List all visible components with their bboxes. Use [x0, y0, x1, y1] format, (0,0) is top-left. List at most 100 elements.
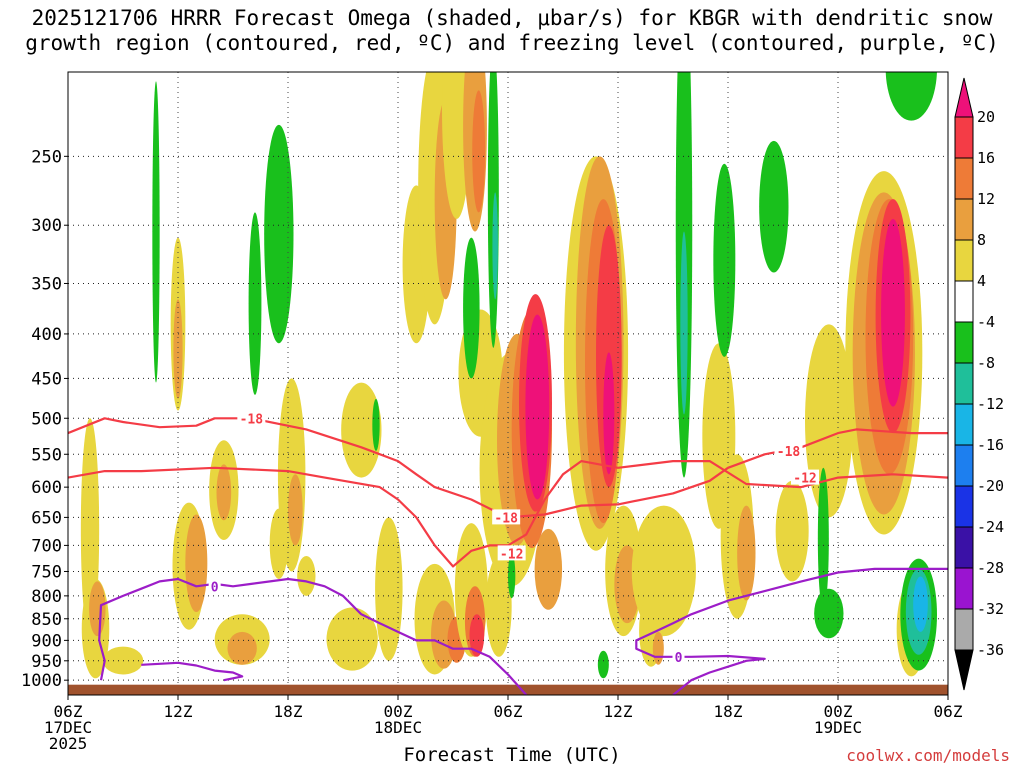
x-tick-label: 00Z [384, 702, 413, 721]
colorbar-bin [954, 362, 974, 405]
colorbar-label: -24 [977, 518, 1004, 536]
omega-cell [372, 398, 380, 451]
y-tick-label: 550 [31, 445, 62, 465]
temperature-contours: -18 -18 -18 -12 -12 0 0 [68, 410, 948, 695]
colorbar-bin [954, 280, 974, 323]
x-tick-label: 12Z [164, 702, 193, 721]
colorbar-bin [954, 526, 974, 569]
x-tick-label: 12Z [604, 702, 633, 721]
colorbar-bin [954, 485, 974, 528]
colorbar-bin [954, 116, 974, 159]
omega-cell [885, 72, 937, 121]
colorbar-label: 16 [977, 149, 995, 167]
chart-title-line2: growth region (contoured, red, ºC) and f… [25, 31, 999, 55]
colorbar-bin [954, 239, 974, 282]
contour-label-bg [237, 410, 266, 426]
omega-cell [913, 576, 928, 632]
omega-cell [472, 90, 486, 213]
y-tick-label: 600 [31, 478, 62, 498]
colorbar-bin [954, 321, 974, 364]
omega-cell [814, 588, 844, 639]
contour-label-bg [208, 578, 221, 594]
y-tick-label: 500 [31, 409, 62, 429]
x-tick-label: 06Z [494, 702, 523, 721]
omega-cell [737, 505, 756, 601]
colorbar-label: 12 [977, 190, 995, 208]
colorbar-bin [954, 198, 974, 241]
omega-cell [89, 581, 106, 637]
y-tick-label: 950 [31, 652, 62, 672]
omega-cell [759, 140, 789, 273]
omega-cell [216, 464, 232, 521]
contour-label: 0 [211, 580, 219, 595]
omega-cell [297, 556, 316, 596]
x-tick-label: 17DEC [44, 718, 92, 737]
omega-cell [326, 607, 378, 671]
contour-label: -12 [500, 547, 523, 562]
colorbar-label: -32 [977, 600, 1004, 618]
colorbar-bin [954, 567, 974, 610]
omega-cell [525, 314, 550, 500]
omega-cell [508, 553, 516, 599]
y-axis: 2503003504004505005506006507007508008509… [21, 147, 68, 691]
contour-label-bg [492, 509, 521, 525]
colorbar-label: -12 [977, 395, 1004, 413]
colorbar-bin [954, 403, 974, 446]
colorbar-label: -20 [977, 477, 1004, 495]
contour-label: -18 [494, 511, 518, 526]
omega-cell [173, 299, 183, 399]
colorbar-label: 8 [977, 231, 986, 249]
omega-cell [805, 324, 853, 518]
colorbar-label: 20 [977, 108, 995, 126]
omega-cell [597, 650, 609, 679]
colorbar-label: -16 [977, 436, 1004, 454]
omega-cell [185, 514, 208, 613]
x-tick-label: 18Z [274, 702, 303, 721]
contour-label: -18 [777, 445, 801, 460]
omega-cell [277, 378, 306, 572]
colorbar-bin [954, 608, 974, 651]
omega-cell [881, 218, 905, 407]
chart-title-line1: 2025121706 HRRR Forecast Omega (shaded, … [31, 6, 993, 30]
contour-line [141, 661, 244, 682]
y-tick-label: 850 [31, 610, 62, 630]
y-tick-label: 1000 [21, 671, 62, 691]
omega-cell [288, 474, 303, 546]
omega-cell [713, 163, 736, 357]
omega-cell [534, 528, 563, 610]
contour-label-bg [672, 648, 685, 664]
y-tick-label: 450 [31, 369, 62, 389]
contour-label-bg [497, 545, 526, 561]
y-tick-label: 900 [31, 631, 62, 651]
colorbar-bin [954, 157, 974, 200]
omega-cell [341, 382, 382, 478]
colorbar-label: -4 [977, 313, 995, 331]
y-tick-label: 800 [31, 587, 62, 607]
omega-cell [469, 614, 485, 657]
contour-line [98, 577, 528, 695]
contour-line [635, 567, 948, 695]
omega-cell [775, 480, 809, 582]
omega-cell [463, 237, 480, 379]
colorbar-label: 4 [977, 272, 986, 290]
x-tick-label: 2025 [49, 734, 88, 753]
colorbar-bin [954, 444, 974, 487]
contour-line [68, 460, 948, 568]
omega-cell [680, 231, 688, 415]
contour-label: -12 [793, 472, 816, 487]
y-tick-label: 750 [31, 562, 62, 582]
omega-cell [264, 124, 294, 344]
plot-area: -18 -18 -18 -12 -12 0 0 [68, 72, 948, 695]
x-tick-label: 18DEC [374, 718, 422, 737]
x-tick-label: 18Z [714, 702, 743, 721]
omega-cell [375, 517, 403, 661]
y-tick-label: 350 [31, 274, 62, 294]
ground-band [68, 684, 948, 695]
colorbar-bottom-arrow [954, 649, 974, 691]
x-tick-label: 19DEC [814, 718, 862, 737]
omega-cell [603, 352, 615, 475]
omega-cell [152, 81, 160, 383]
contour-label: -18 [240, 412, 264, 427]
y-tick-label: 700 [31, 536, 62, 556]
